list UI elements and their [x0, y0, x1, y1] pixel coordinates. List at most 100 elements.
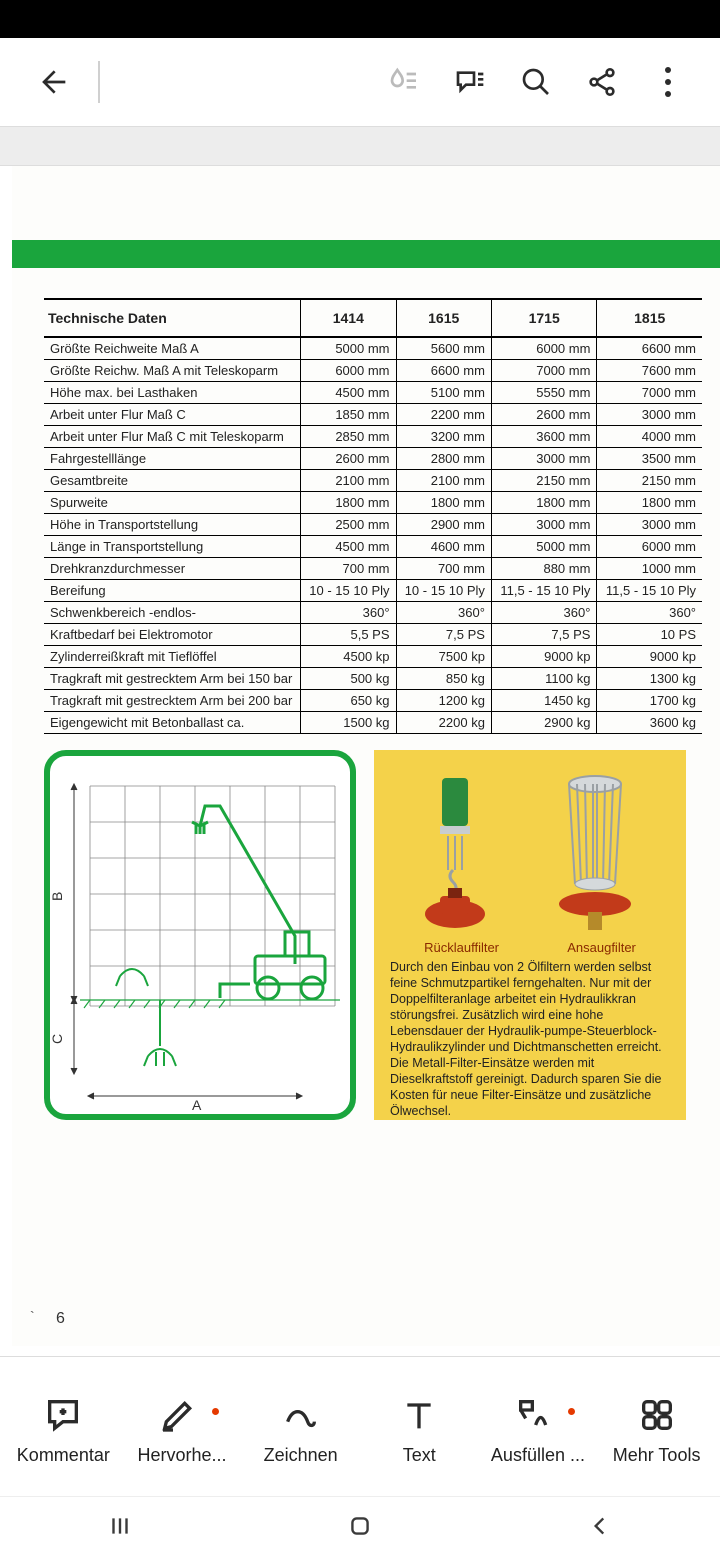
tool-comment[interactable]: Kommentar	[7, 1393, 119, 1466]
row-value: 7,5 PS	[491, 624, 597, 646]
return-filter-label: Rücklauffilter	[424, 940, 499, 955]
fill-sign-icon	[514, 1395, 554, 1435]
tool-highlight[interactable]: Hervorhe...	[126, 1393, 238, 1466]
row-value: 1200 kg	[396, 690, 491, 712]
highlight-pen-icon	[158, 1395, 198, 1435]
row-label: Tragkraft mit gestrecktem Arm bei 150 ba…	[44, 668, 301, 690]
row-value: 7600 mm	[597, 360, 702, 382]
recents-icon	[107, 1513, 133, 1539]
table-row: Arbeit unter Flur Maß C1850 mm2200 mm260…	[44, 404, 702, 426]
grid-icon	[637, 1395, 677, 1435]
row-value: 3600 mm	[491, 426, 597, 448]
row-value: 1850 mm	[301, 404, 396, 426]
row-value: 2850 mm	[301, 426, 396, 448]
row-value: 4500 mm	[301, 382, 396, 404]
row-value: 6600 mm	[396, 360, 491, 382]
tool-more-label: Mehr Tools	[613, 1445, 701, 1466]
table-row: Eigengewicht mit Betonballast ca.1500 kg…	[44, 712, 702, 734]
table-row: Bereifung10 - 15 10 Ply10 - 15 10 Ply11,…	[44, 580, 702, 602]
table-row: Spurweite1800 mm1800 mm1800 mm1800 mm	[44, 492, 702, 514]
tool-text-label: Text	[403, 1445, 436, 1466]
row-value: 2600 mm	[301, 448, 396, 470]
row-value: 700 mm	[396, 558, 491, 580]
row-value: 1500 kg	[301, 712, 396, 734]
row-value: 2600 mm	[491, 404, 597, 426]
row-value: 3500 mm	[597, 448, 702, 470]
row-value: 4000 mm	[597, 426, 702, 448]
model-col-0: 1414	[301, 299, 396, 337]
row-value: 1300 kg	[597, 668, 702, 690]
nav-recents[interactable]	[107, 1513, 133, 1544]
divider	[98, 61, 100, 103]
row-value: 5000 mm	[301, 337, 396, 360]
model-col-2: 1715	[491, 299, 597, 337]
table-row: Tragkraft mit gestrecktem Arm bei 200 ba…	[44, 690, 702, 712]
model-col-1: 1615	[396, 299, 491, 337]
row-value: 2500 mm	[301, 514, 396, 536]
row-label: Arbeit unter Flur Maß C mit Teleskoparm	[44, 426, 301, 448]
row-value: 11,5 - 15 10 Ply	[491, 580, 597, 602]
back-button[interactable]	[24, 54, 80, 110]
row-value: 360°	[301, 602, 396, 624]
more-button[interactable]	[640, 54, 696, 110]
suction-filter-label: Ansaugfilter	[567, 940, 636, 955]
row-value: 2900 mm	[396, 514, 491, 536]
view-mode-button[interactable]	[376, 54, 432, 110]
tool-fill-label: Ausfüllen ...	[491, 1445, 585, 1466]
row-value: 4500 mm	[301, 536, 396, 558]
dim-label-b: B	[50, 892, 65, 901]
row-label: Kraftbedarf bei Elektromotor	[44, 624, 301, 646]
document-viewport[interactable]: Technische Daten 1414 1615 1715 1815 Grö…	[0, 166, 720, 1356]
comment-plus-icon	[43, 1395, 83, 1435]
row-value: 500 kg	[301, 668, 396, 690]
arrow-left-icon	[36, 66, 68, 98]
status-bar	[0, 0, 720, 38]
table-row: Tragkraft mit gestrecktem Arm bei 150 ba…	[44, 668, 702, 690]
table-row: Höhe max. bei Lasthaken4500 mm5100 mm555…	[44, 382, 702, 404]
chevron-left-icon	[587, 1513, 613, 1539]
filter-description: Durch den Einbau von 2 Ölfiltern werden …	[390, 959, 670, 1119]
row-label: Höhe max. bei Lasthaken	[44, 382, 301, 404]
table-row: Gesamtbreite2100 mm2100 mm2150 mm2150 mm	[44, 470, 702, 492]
row-value: 2200 mm	[396, 404, 491, 426]
row-value: 3000 mm	[491, 448, 597, 470]
row-label: Arbeit unter Flur Maß C	[44, 404, 301, 426]
tool-fill[interactable]: Ausfüllen ...	[482, 1393, 594, 1466]
text-icon	[399, 1395, 439, 1435]
row-label: Bereifung	[44, 580, 301, 602]
row-value: 360°	[396, 602, 491, 624]
row-value: 2800 mm	[396, 448, 491, 470]
row-value: 5,5 PS	[301, 624, 396, 646]
nav-back[interactable]	[587, 1513, 613, 1544]
table-row: Schwenkbereich -endlos-360°360°360°360°	[44, 602, 702, 624]
row-value: 6000 mm	[301, 360, 396, 382]
search-button[interactable]	[508, 54, 564, 110]
tool-text[interactable]: Text	[363, 1393, 475, 1466]
document-page: Technische Daten 1414 1615 1715 1815 Grö…	[12, 166, 720, 1346]
row-value: 360°	[597, 602, 702, 624]
row-value: 7000 mm	[597, 382, 702, 404]
row-value: 3000 mm	[597, 514, 702, 536]
row-label: Gesamtbreite	[44, 470, 301, 492]
search-icon	[520, 66, 552, 98]
nav-home[interactable]	[347, 1513, 373, 1544]
home-icon	[347, 1513, 373, 1539]
row-value: 9000 kp	[597, 646, 702, 668]
share-button[interactable]	[574, 54, 630, 110]
table-row: Arbeit unter Flur Maß C mit Teleskoparm2…	[44, 426, 702, 448]
row-label: Spurweite	[44, 492, 301, 514]
suction-filter-illustration	[550, 774, 640, 934]
tool-draw[interactable]: Zeichnen	[245, 1393, 357, 1466]
more-vert-icon	[665, 67, 671, 97]
row-value: 1450 kg	[491, 690, 597, 712]
tool-more[interactable]: Mehr Tools	[601, 1393, 713, 1466]
page-number: 6	[56, 1310, 65, 1328]
row-label: Länge in Transportstellung	[44, 536, 301, 558]
system-nav-bar	[0, 1496, 720, 1560]
row-value: 3000 mm	[597, 404, 702, 426]
row-value: 3600 kg	[597, 712, 702, 734]
row-value: 700 mm	[301, 558, 396, 580]
filter-info-box: Rücklauffilter Ansaugfilter Durch den Ei…	[374, 750, 686, 1120]
speech-list-icon	[454, 66, 486, 98]
comment-panel-button[interactable]	[442, 54, 498, 110]
